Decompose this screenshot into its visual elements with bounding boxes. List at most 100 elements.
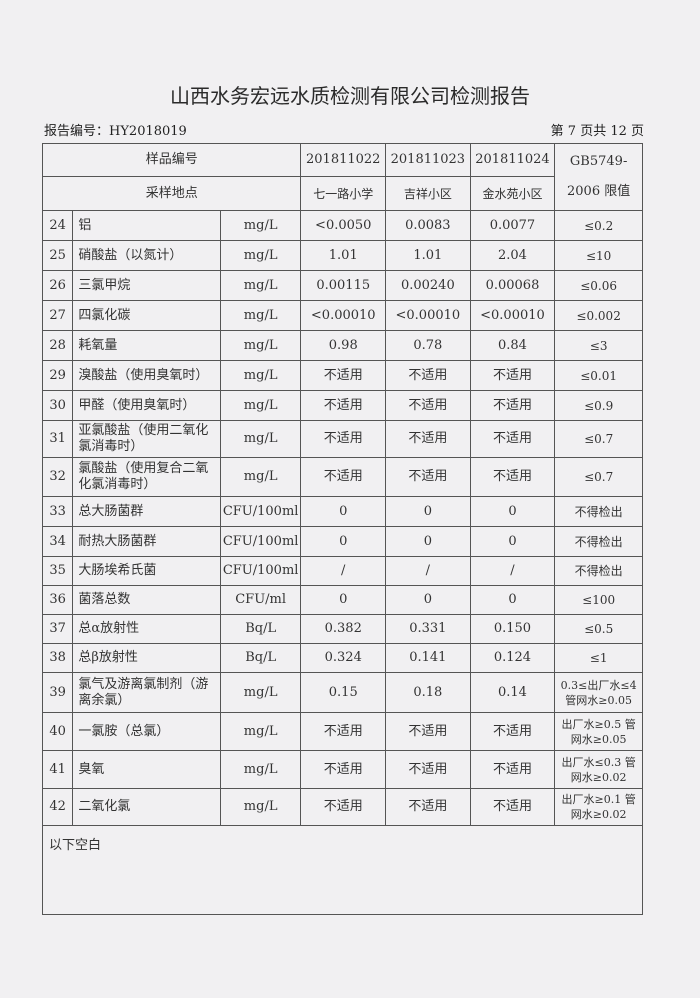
result-value: 不适用 [385, 420, 471, 458]
result-value: 不适用 [469, 420, 556, 458]
item-unit: Bq/L [219, 643, 302, 673]
item-unit: mg/L [219, 270, 302, 301]
sample-no: 201811024 [469, 143, 556, 177]
item-number: 41 [41, 750, 74, 789]
item-number: 32 [41, 457, 74, 497]
item-name: 耐热大肠菌群 [72, 526, 221, 557]
limit-value: ≤0.002 [554, 300, 643, 331]
result-value: <0.00010 [385, 300, 471, 331]
result-value: 0 [385, 585, 471, 615]
sample-no: 201811023 [385, 143, 471, 177]
item-number: 24 [41, 210, 74, 241]
table-row: 27 四氯化碳 mg/L <0.00010 <0.00010 <0.00010 ≤0.002 [41, 300, 643, 331]
item-unit: mg/L [219, 420, 302, 458]
result-value: 不适用 [300, 420, 387, 458]
sample-location: 吉祥小区 [385, 176, 471, 211]
result-value: / [300, 556, 387, 586]
result-value: 不适用 [300, 750, 387, 789]
item-name: 氯气及游离氯制剂（游离余氯） [72, 672, 221, 713]
sample-no-label: 样品编号 [41, 143, 302, 177]
result-value: 0 [300, 585, 387, 615]
limit-value: ≤0.7 [554, 457, 643, 497]
result-value: 0.84 [469, 330, 556, 361]
table-row: 33 总大肠菌群 CFU/100ml 0 0 0 不得检出 [41, 496, 643, 527]
result-value: 0.124 [469, 643, 556, 673]
table-row: 32 氯酸盐（使用复合二氧化氯消毒时） mg/L 不适用 不适用 不适用 ≤0.7 [41, 457, 643, 497]
table-row: 30 甲醛（使用臭氧时） mg/L 不适用 不适用 不适用 ≤0.9 [41, 390, 643, 421]
result-value: 不适用 [385, 360, 471, 391]
item-name: 臭氧 [72, 750, 221, 789]
item-number: 29 [41, 360, 74, 391]
item-number: 28 [41, 330, 74, 361]
item-name: 总大肠菌群 [72, 496, 221, 527]
result-value: 不适用 [300, 788, 387, 826]
result-value: 不适用 [469, 360, 556, 391]
item-name: 甲醛（使用臭氧时） [72, 390, 221, 421]
result-value: 0 [385, 496, 471, 527]
table-row: 29 溴酸盐（使用臭氧时） mg/L 不适用 不适用 不适用 ≤0.01 [41, 360, 643, 391]
table-row: 39 氯气及游离氯制剂（游离余氯） mg/L 0.15 0.18 0.14 0.3≤出厂水≤… [41, 672, 643, 713]
item-unit: mg/L [219, 712, 302, 751]
result-value: 2.04 [469, 240, 556, 271]
table-row: 36 菌落总数 CFU/ml 0 0 0 ≤100 [41, 585, 643, 615]
item-number: 26 [41, 270, 74, 301]
result-value: 0 [469, 585, 556, 615]
result-value: 0.14 [469, 672, 556, 713]
result-value: 不适用 [385, 750, 471, 789]
result-value: 0 [469, 496, 556, 527]
result-value: 不适用 [469, 750, 556, 789]
item-name: 大肠埃希氏菌 [72, 556, 221, 586]
item-name: 三氯甲烷 [72, 270, 221, 301]
result-value: 不适用 [469, 788, 556, 826]
limit-value: ≤10 [554, 240, 643, 271]
limit-value: 不得检出 [554, 526, 643, 557]
item-number: 30 [41, 390, 74, 421]
result-value: 0.150 [469, 614, 556, 644]
item-unit: mg/L [219, 210, 302, 241]
results-table: 样品编号 201811022 201811023 201811024 GB574… [41, 143, 643, 915]
table-row: 24 铝 mg/L <0.0050 0.0083 0.0077 ≤0.2 [41, 210, 643, 241]
table-row: 34 耐热大肠菌群 CFU/100ml 0 0 0 不得检出 [41, 526, 643, 557]
item-name: 二氧化氯 [72, 788, 221, 826]
result-value: 0 [300, 496, 387, 527]
item-name: 总α放射性 [72, 614, 221, 644]
result-value: 不适用 [300, 360, 387, 391]
item-name: 总β放射性 [72, 643, 221, 673]
limit-value: 出厂水≥0.1 管网水≥0.02 [554, 788, 643, 826]
item-number: 36 [41, 585, 74, 615]
item-number: 39 [41, 672, 74, 713]
result-value: 0 [469, 526, 556, 557]
limit-value: ≤0.5 [554, 614, 643, 644]
result-value: 0.324 [300, 643, 387, 673]
result-value: 不适用 [469, 712, 556, 751]
item-unit: mg/L [219, 750, 302, 789]
table-row: 28 耗氧量 mg/L 0.98 0.78 0.84 ≤3 [41, 330, 643, 361]
item-unit: Bq/L [219, 614, 302, 644]
result-value: 0.00068 [469, 270, 556, 301]
item-number: 37 [41, 614, 74, 644]
limit-value: ≤0.01 [554, 360, 643, 391]
result-value: 不适用 [300, 390, 387, 421]
item-number: 38 [41, 643, 74, 673]
limit-header: GB5749-2006 限值 [554, 143, 643, 211]
item-unit: mg/L [219, 390, 302, 421]
item-name: 氯酸盐（使用复合二氧化氯消毒时） [72, 457, 221, 497]
result-value: 0.78 [385, 330, 471, 361]
item-unit: CFU/ml [219, 585, 302, 615]
item-number: 40 [41, 712, 74, 751]
item-number: 31 [41, 420, 74, 458]
limit-value: ≤0.7 [554, 420, 643, 458]
limit-value: 出厂水≥0.5 管网水≥0.05 [554, 712, 643, 751]
table-row: 31 亚氯酸盐（使用二氧化氯消毒时） mg/L 不适用 不适用 不适用 ≤0.7 [41, 420, 643, 458]
item-unit: CFU/100ml [219, 556, 302, 586]
table-row: 35 大肠埃希氏菌 CFU/100ml / / / 不得检出 [41, 556, 643, 586]
result-value: 不适用 [300, 457, 387, 497]
table-row: 42 二氧化氯 mg/L 不适用 不适用 不适用 出厂水≥0.1 管网水≥0.02 [41, 788, 643, 826]
limit-value: ≤0.9 [554, 390, 643, 421]
item-name: 硝酸盐（以氮计） [72, 240, 221, 271]
limit-value: 0.3≤出厂水≤4 管网水≥0.05 [554, 672, 643, 713]
result-value: 0 [385, 526, 471, 557]
sample-no: 201811022 [300, 143, 387, 177]
limit-value: 不得检出 [554, 496, 643, 527]
item-unit: mg/L [219, 300, 302, 331]
